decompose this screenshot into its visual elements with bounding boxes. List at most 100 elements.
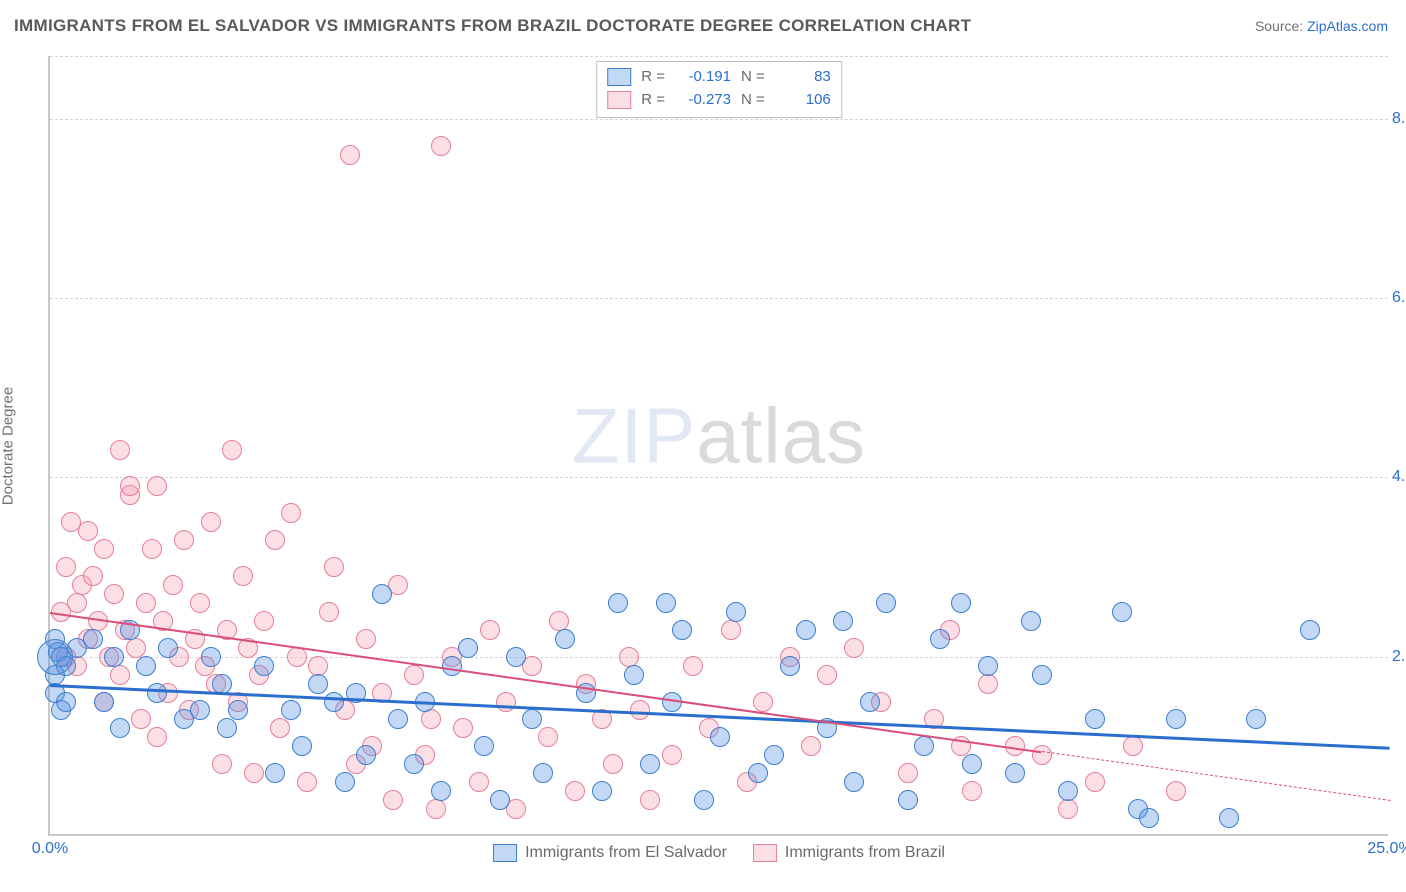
- data-point: [1112, 602, 1132, 622]
- data-point: [876, 593, 896, 613]
- legend-item: Immigrants from El Salvador: [493, 844, 727, 862]
- data-point: [404, 665, 424, 685]
- data-point: [431, 136, 451, 156]
- data-point: [388, 709, 408, 729]
- y-tick-label: 6.0%: [1392, 289, 1406, 307]
- data-point: [163, 575, 183, 595]
- data-point: [147, 476, 167, 496]
- data-point: [962, 754, 982, 774]
- data-point: [801, 736, 821, 756]
- data-point: [131, 709, 151, 729]
- data-point: [158, 638, 178, 658]
- data-point: [421, 709, 441, 729]
- data-point: [619, 647, 639, 667]
- data-point: [1139, 808, 1159, 828]
- scatter-plot-area: ZIPatlas R = -0.191 N = 83 R = -0.273 N …: [48, 56, 1388, 836]
- data-point: [833, 611, 853, 631]
- data-point: [110, 665, 130, 685]
- data-point: [228, 700, 248, 720]
- data-point: [431, 781, 451, 801]
- y-tick-label: 2.0%: [1392, 648, 1406, 666]
- data-point: [1166, 781, 1186, 801]
- data-point: [796, 620, 816, 640]
- data-point: [898, 763, 918, 783]
- data-point: [83, 629, 103, 649]
- data-point: [1032, 745, 1052, 765]
- data-point: [265, 530, 285, 550]
- data-point: [212, 674, 232, 694]
- data-point: [726, 602, 746, 622]
- data-point: [217, 718, 237, 738]
- data-point: [94, 539, 114, 559]
- data-point: [201, 512, 221, 532]
- data-point: [83, 566, 103, 586]
- data-point: [136, 593, 156, 613]
- y-tick-label: 8.0%: [1392, 110, 1406, 128]
- data-point: [656, 593, 676, 613]
- data-point: [56, 692, 76, 712]
- y-tick-label: 4.0%: [1392, 468, 1406, 486]
- data-point: [624, 665, 644, 685]
- chart-title: IMMIGRANTS FROM EL SALVADOR VS IMMIGRANT…: [14, 16, 971, 36]
- data-point: [281, 700, 301, 720]
- data-point: [212, 754, 232, 774]
- data-point: [308, 674, 328, 694]
- data-point: [335, 772, 355, 792]
- data-point: [265, 763, 285, 783]
- data-point: [1032, 665, 1052, 685]
- data-point: [136, 656, 156, 676]
- legend-item: Immigrants from Brazil: [753, 844, 945, 862]
- data-point: [1085, 709, 1105, 729]
- data-point: [254, 611, 274, 631]
- data-point: [672, 620, 692, 640]
- data-point: [1123, 736, 1143, 756]
- data-point: [565, 781, 585, 801]
- data-point: [126, 638, 146, 658]
- data-point: [233, 566, 253, 586]
- legend-swatch: [753, 844, 777, 862]
- n-value: 106: [775, 89, 831, 112]
- data-point: [281, 503, 301, 523]
- data-point: [496, 692, 516, 712]
- data-point: [56, 557, 76, 577]
- data-point: [844, 772, 864, 792]
- data-point: [147, 727, 167, 747]
- data-point: [1246, 709, 1266, 729]
- data-point: [356, 745, 376, 765]
- data-point: [898, 790, 918, 810]
- source-attribution: Source: ZipAtlas.com: [1255, 18, 1388, 34]
- legend-series-label: Immigrants from Brazil: [785, 844, 945, 862]
- data-point: [340, 145, 360, 165]
- data-point: [490, 790, 510, 810]
- data-point: [721, 620, 741, 640]
- data-point: [662, 745, 682, 765]
- n-label: N =: [741, 89, 765, 112]
- data-point: [67, 593, 87, 613]
- source-label: Source:: [1255, 18, 1303, 34]
- correlation-stats-legend: R = -0.191 N = 83 R = -0.273 N = 106: [596, 61, 842, 118]
- data-point: [1085, 772, 1105, 792]
- r-label: R =: [641, 89, 665, 112]
- data-point: [292, 736, 312, 756]
- data-point: [426, 799, 446, 819]
- data-point: [319, 602, 339, 622]
- data-point: [324, 557, 344, 577]
- data-point: [104, 647, 124, 667]
- data-point: [104, 584, 124, 604]
- data-point: [110, 440, 130, 460]
- data-point: [914, 736, 934, 756]
- data-point: [978, 674, 998, 694]
- data-point: [608, 593, 628, 613]
- gridline: [50, 477, 1388, 478]
- data-point: [297, 772, 317, 792]
- data-point: [458, 638, 478, 658]
- data-point: [860, 692, 880, 712]
- legend-row: R = -0.191 N = 83: [607, 66, 831, 89]
- y-axis-label: Doctorate Degree: [0, 387, 17, 505]
- source-link[interactable]: ZipAtlas.com: [1307, 18, 1388, 34]
- r-value: -0.191: [675, 66, 731, 89]
- data-point: [1219, 808, 1239, 828]
- data-point: [1166, 709, 1186, 729]
- data-point: [254, 656, 274, 676]
- data-point-large: [37, 639, 73, 675]
